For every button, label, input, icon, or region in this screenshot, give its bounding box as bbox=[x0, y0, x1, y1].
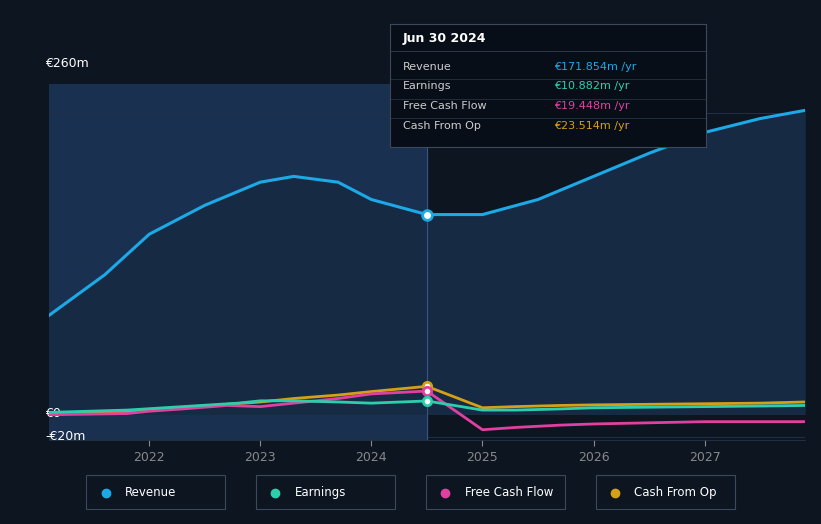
Text: Free Cash Flow: Free Cash Flow bbox=[402, 101, 486, 111]
Text: Earnings: Earnings bbox=[295, 486, 346, 499]
Text: €10.882m /yr: €10.882m /yr bbox=[554, 81, 630, 91]
Text: Free Cash Flow: Free Cash Flow bbox=[465, 486, 553, 499]
Text: Jun 30 2024: Jun 30 2024 bbox=[402, 32, 486, 45]
Bar bbox=[49, 84, 427, 440]
Text: €23.514m /yr: €23.514m /yr bbox=[554, 121, 630, 131]
Text: Analysts Forecasts: Analysts Forecasts bbox=[431, 102, 547, 115]
Text: -€20m: -€20m bbox=[45, 430, 86, 443]
Text: Revenue: Revenue bbox=[402, 62, 452, 72]
Text: Revenue: Revenue bbox=[125, 486, 177, 499]
Text: Cash From Op: Cash From Op bbox=[635, 486, 717, 499]
Text: Cash From Op: Cash From Op bbox=[402, 121, 480, 131]
Text: Past: Past bbox=[397, 102, 423, 115]
Text: €0: €0 bbox=[45, 407, 62, 420]
Text: €19.448m /yr: €19.448m /yr bbox=[554, 101, 630, 111]
Text: €171.854m /yr: €171.854m /yr bbox=[554, 62, 637, 72]
Text: Earnings: Earnings bbox=[402, 81, 451, 91]
Text: €260m: €260m bbox=[45, 57, 89, 70]
